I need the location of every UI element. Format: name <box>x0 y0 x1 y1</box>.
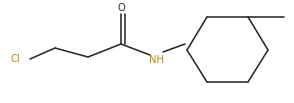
Text: Cl: Cl <box>10 54 20 64</box>
Text: NH: NH <box>150 55 165 65</box>
Text: O: O <box>117 3 125 13</box>
